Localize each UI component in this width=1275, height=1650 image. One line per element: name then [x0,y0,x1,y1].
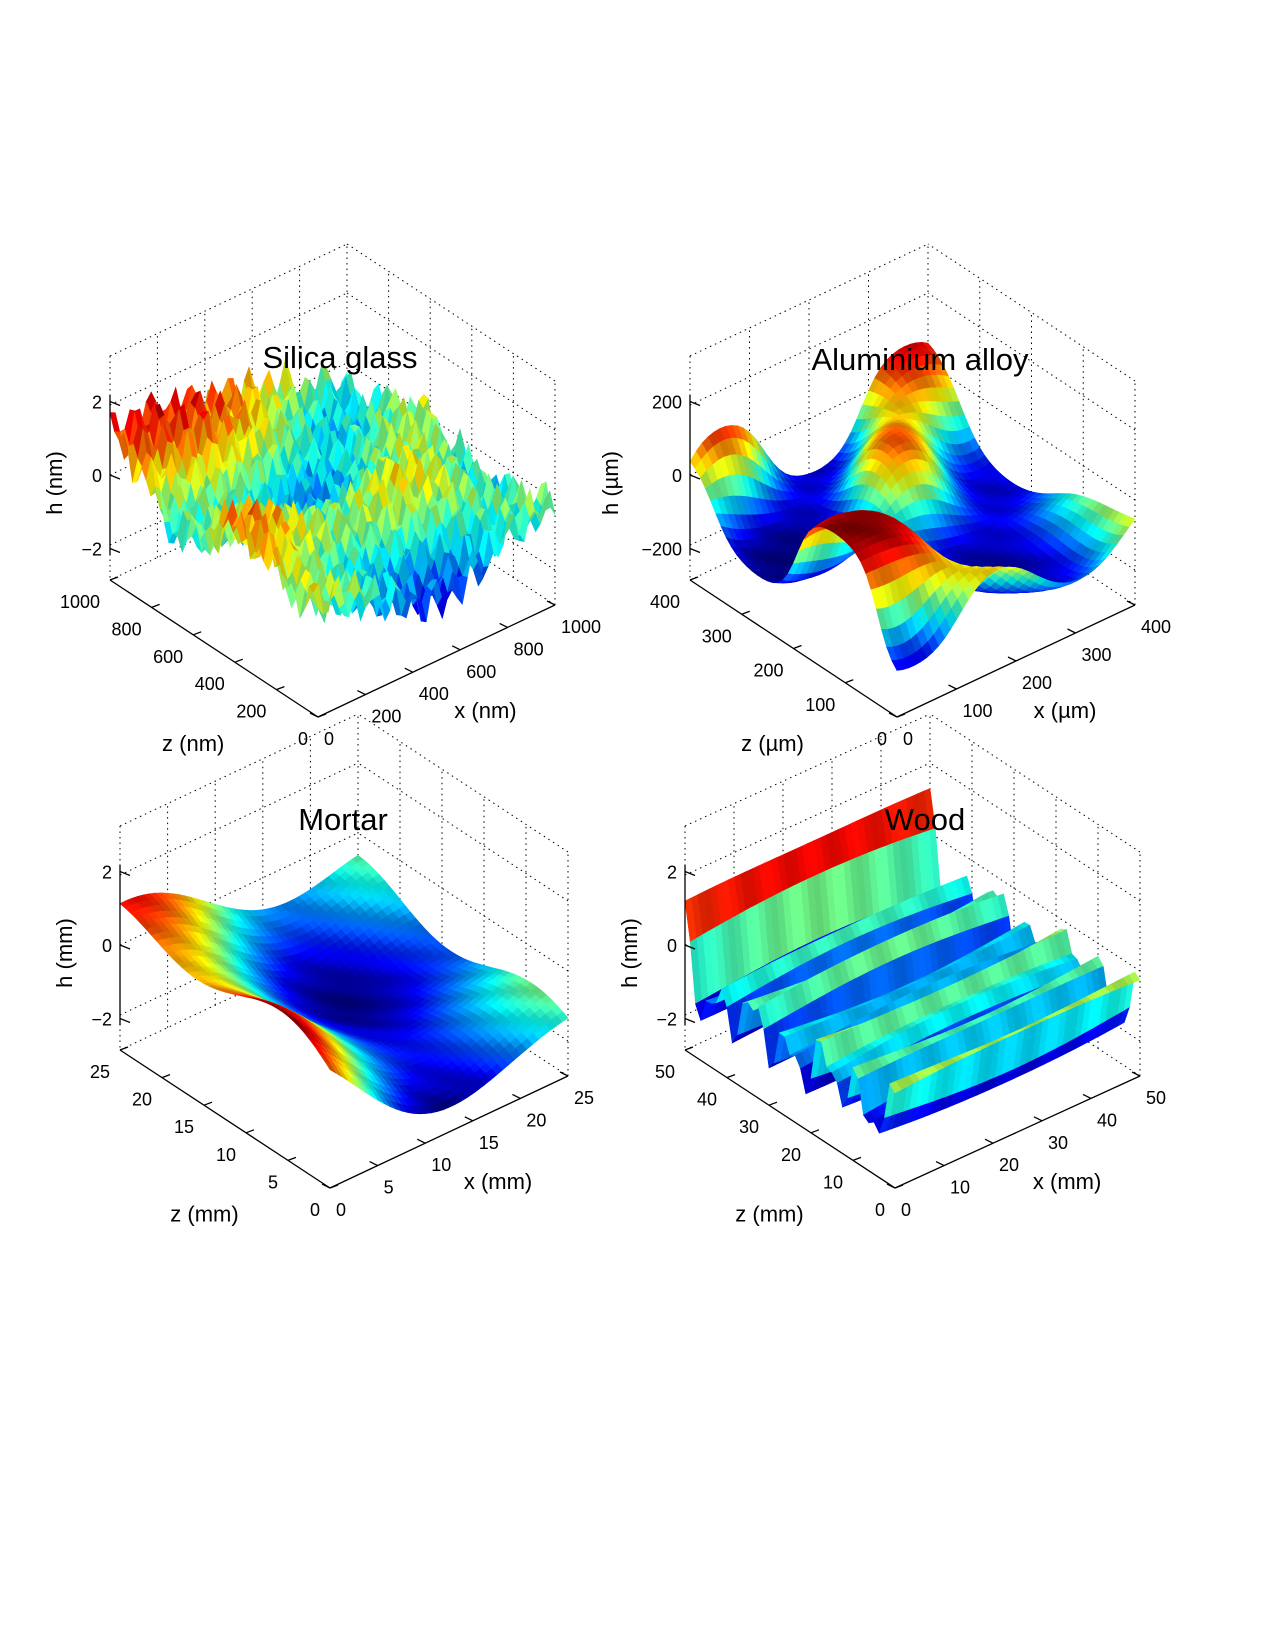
x-tick-label: 20 [526,1110,546,1130]
z-tick-label: 0 [310,1200,320,1220]
panel-2: 0 100 200 300 400 0 100 200 300 400 −200 0 200 x (µm)… [598,243,1171,757]
z-axis-label: z (mm) [170,1202,238,1227]
x-axis-label: x (mm) [464,1169,532,1194]
x-tick-label: 30 [1048,1133,1068,1153]
h-tick-label: 0 [667,936,677,956]
panel-1: 0 200 400 600 800 1000 0 200 400 600 800 1000 −2 0 2 x … [42,243,601,757]
x-tick-label: 5 [384,1178,394,1198]
axes: 0 10 20 30 40 50 0 10 20 30 40 50 −2 0 2 x (mm) z (mm) h … [617,863,1166,1227]
x-tick-label: 25 [574,1088,594,1108]
panel-4: 0 10 20 30 40 50 0 10 20 30 40 50 −2 0 2 x (mm) z (mm) h … [617,713,1166,1227]
z-tick-label: 200 [753,661,783,681]
x-tick-label: 0 [901,1200,911,1220]
h-tick-label: −2 [656,1010,677,1030]
z-tick-label: 400 [195,674,225,694]
h-tick-label: 2 [667,863,677,883]
x-axis-label: x (µm) [1034,698,1097,723]
z-tick-label: 25 [90,1062,110,1082]
x-axis-label: x (mm) [1033,1169,1101,1194]
z-tick-label: 800 [112,619,142,639]
x-tick-label: 400 [1141,617,1171,637]
x-tick-label: 40 [1097,1110,1117,1130]
z-tick-label: 15 [174,1117,194,1137]
z-tick-label: 300 [702,626,732,646]
z-tick-label: 10 [823,1172,843,1192]
h-axis-label: h (µm) [598,451,623,515]
z-tick-label: 20 [781,1145,801,1165]
h-tick-label: 2 [102,863,112,883]
z-tick-label: 5 [268,1172,278,1192]
z-tick-label: 1000 [60,592,100,612]
panel-3: 0 5 10 15 20 25 0 5 10 15 20 25 −2 0 2 x (mm) z (mm) h (m… [52,713,594,1227]
z-tick-label: 100 [805,695,835,715]
x-tick-label: 0 [903,729,913,749]
x-tick-label: 10 [431,1155,451,1175]
h-tick-label: −2 [81,540,102,560]
surface [689,341,1136,671]
z-axis-label: z (µm) [741,731,804,756]
axes: 0 100 200 300 400 0 100 200 300 400 −200 0 200 x (µm)… [598,393,1171,757]
x-tick-label: 1000 [561,617,601,637]
x-tick-label: 300 [1082,645,1112,665]
x-tick-label: 50 [1146,1088,1166,1108]
surface [684,788,1141,1134]
h-tick-label: 0 [672,466,682,486]
panel-title: Mortar [298,802,388,837]
h-tick-label: 0 [92,466,102,486]
z-tick-label: 10 [216,1145,236,1165]
x-tick-label: 400 [419,684,449,704]
h-tick-label: −2 [91,1010,112,1030]
axes: 0 5 10 15 20 25 0 5 10 15 20 25 −2 0 2 x (mm) z (mm) h (m… [52,863,594,1227]
z-tick-label: 30 [739,1117,759,1137]
h-axis-label: h (mm) [52,918,77,988]
x-tick-label: 200 [371,707,401,727]
x-tick-label: 15 [479,1133,499,1153]
z-tick-label: 400 [650,592,680,612]
z-tick-label: 40 [697,1090,717,1110]
x-tick-label: 0 [324,729,334,749]
x-tick-label: 800 [514,639,544,659]
panel-title: Wood [885,802,965,837]
h-tick-label: 200 [652,393,682,413]
surface [109,359,556,624]
z-tick-label: 0 [875,1200,885,1220]
x-tick-label: 100 [963,701,993,721]
h-tick-label: 2 [92,393,102,413]
x-tick-label: 10 [950,1178,970,1198]
z-tick-label: 50 [655,1062,675,1082]
z-tick-label: 20 [132,1090,152,1110]
x-tick-label: 600 [466,662,496,682]
z-axis-label: z (nm) [162,731,224,756]
panel-title: Aluminium alloy [811,342,1029,377]
surface [119,854,569,1115]
x-tick-label: 20 [999,1155,1019,1175]
z-tick-label: 200 [236,702,266,722]
z-axis-label: z (mm) [735,1202,803,1227]
h-tick-label: 0 [102,936,112,956]
axes: 0 200 400 600 800 1000 0 200 400 600 800 1000 −2 0 2 x … [42,393,601,757]
h-tick-label: −200 [641,540,682,560]
z-tick-label: 0 [877,729,887,749]
panel-title: Silica glass [262,340,417,375]
z-tick-label: 600 [153,647,183,667]
z-tick-label: 0 [298,729,308,749]
x-tick-label: 0 [336,1200,346,1220]
x-tick-label: 200 [1022,673,1052,693]
h-axis-label: h (mm) [617,918,642,988]
x-axis-label: x (nm) [454,698,516,723]
h-axis-label: h (nm) [42,451,67,515]
